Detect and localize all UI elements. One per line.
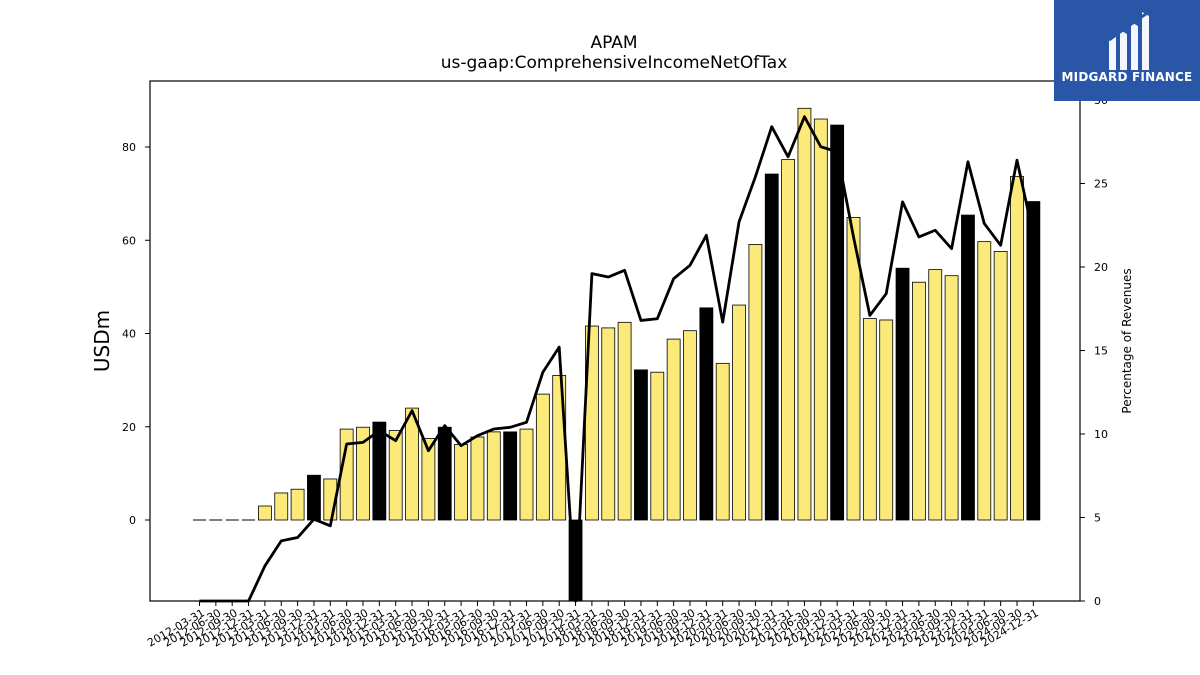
bar <box>650 371 665 521</box>
y2-tick-label: 20 <box>1094 261 1108 274</box>
bar <box>274 492 289 521</box>
bar <box>307 474 321 521</box>
bar <box>405 407 419 521</box>
bar <box>764 173 779 521</box>
plot-frame <box>149 80 1081 602</box>
bar <box>928 269 943 521</box>
bar <box>797 107 812 521</box>
bar <box>535 393 550 521</box>
bar <box>781 159 795 521</box>
bar <box>421 438 436 521</box>
bar <box>895 267 910 521</box>
percentage-line <box>199 115 1035 603</box>
bar <box>683 330 697 521</box>
bar <box>846 217 861 521</box>
bar <box>257 505 272 521</box>
bar <box>290 488 305 521</box>
y-tick-label: 40 <box>122 328 136 341</box>
bar <box>879 319 894 521</box>
bar <box>977 241 992 521</box>
right-axis-ticks: 051015202530 <box>1080 94 1108 608</box>
chart-subtitle: us-gaap:ComprehensiveIncomeNetOfTax <box>441 53 788 73</box>
bar <box>470 436 485 521</box>
bar <box>519 428 534 521</box>
line-series <box>199 115 1035 603</box>
y-tick-label: 80 <box>122 141 136 154</box>
bar <box>601 327 616 521</box>
y-tick-label: 60 <box>122 234 136 247</box>
y2-tick-label: 10 <box>1094 428 1108 441</box>
bar <box>944 275 959 521</box>
bar <box>830 124 845 521</box>
bar <box>503 431 518 521</box>
bar <box>634 369 648 521</box>
y2-tick-label: 5 <box>1094 512 1101 525</box>
y-axis-label: USDm <box>90 310 114 372</box>
bar <box>486 431 501 521</box>
bar <box>1010 175 1024 521</box>
bar-series <box>193 107 1041 602</box>
chart-title: APAM <box>590 33 637 53</box>
left-axis-ticks: 0 20 40 60 80 <box>122 141 150 527</box>
y2-tick-label: 15 <box>1094 345 1108 358</box>
logo-text: MIDGARD FINANCE <box>1061 70 1193 84</box>
bar <box>666 338 681 521</box>
bar <box>912 281 926 521</box>
bar <box>748 244 763 521</box>
bar <box>1026 201 1041 521</box>
bar <box>961 214 975 521</box>
bar <box>993 251 1008 521</box>
bar <box>715 362 730 521</box>
bar <box>699 307 714 521</box>
bar <box>437 426 452 521</box>
brand-logo: MIDGARD FINANCE <box>1054 0 1200 101</box>
x-axis-ticks: 2012-03-312012-06-302012-09-302012-12-31… <box>145 601 1041 650</box>
bar <box>732 304 746 521</box>
bar <box>617 321 632 521</box>
y2-axis-label: Percentage of Revenues <box>1120 268 1134 413</box>
bar <box>813 118 828 521</box>
y2-tick-label: 25 <box>1094 178 1108 191</box>
midgard-logo-icon <box>1108 10 1150 70</box>
bar <box>388 430 403 521</box>
y-tick-label: 20 <box>122 421 136 434</box>
y-tick-label: 0 <box>129 514 136 527</box>
bar <box>862 318 877 521</box>
bar <box>372 421 387 521</box>
bar <box>454 444 469 521</box>
bar <box>356 426 370 521</box>
y2-tick-label: 0 <box>1094 595 1101 608</box>
